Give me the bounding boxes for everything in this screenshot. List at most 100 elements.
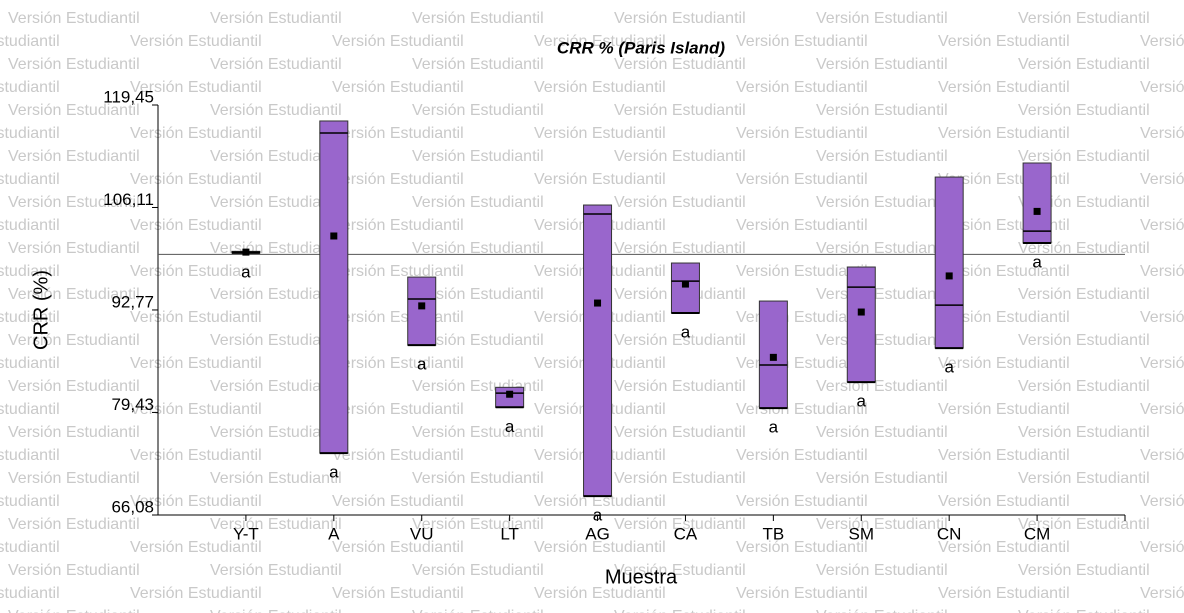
watermark-text: Versión Estudiantil — [8, 332, 140, 349]
watermark-text: Versión Estudiantil — [130, 401, 262, 418]
watermark-text: Versión Estudiantil — [8, 102, 140, 119]
watermark-text: Versión Estudiantil — [736, 585, 868, 602]
mean-dot — [242, 248, 250, 256]
watermark-text: Versión Estudiantil — [614, 608, 746, 613]
watermark-text: Versión Estudiantil — [0, 447, 60, 464]
watermark-text: Versión Estudiantil — [1140, 401, 1184, 418]
watermark-text: Versión Estudiantil — [130, 33, 262, 50]
group-label: a — [944, 358, 954, 377]
watermark-text: Versión Estudiantil — [8, 286, 140, 303]
watermark-text: Versión Estudiantil — [8, 240, 140, 257]
watermark-text: Versión Estudiantil — [210, 470, 342, 487]
group-label: a — [241, 262, 251, 281]
watermark-text: Versión Estudiantil — [332, 79, 464, 96]
watermark-text: Versión Estudiantil — [332, 493, 464, 510]
mean-dot — [418, 302, 426, 310]
watermark-text: Versión Estudiantil — [534, 171, 666, 188]
watermark-text: Versión Estudiantil — [332, 171, 464, 188]
watermark-text: Versión Estudiantil — [1140, 33, 1184, 50]
watermark-text: Versión Estudiantil — [130, 171, 262, 188]
range-box — [583, 204, 613, 497]
group-label: a — [769, 418, 779, 437]
mean-dot — [1033, 207, 1041, 215]
mean-dot — [594, 299, 602, 307]
watermark-text: Versión Estudiantil — [1140, 309, 1184, 326]
watermark-text: Versión Estudiantil — [210, 608, 342, 613]
y-axis-label: CRR (%) — [30, 270, 52, 350]
x-tick-label: Y-T — [233, 524, 259, 543]
watermark-text: Versión Estudiantil — [412, 516, 544, 533]
watermark-text: Versión Estudiantil — [816, 286, 948, 303]
watermark-text: Versión Estudiantil — [816, 56, 948, 73]
watermark-text: Versión Estudiantil — [614, 332, 746, 349]
group-label: a — [681, 323, 691, 342]
watermark-text: Versión Estudiantil — [210, 102, 342, 119]
watermark-text: Versión Estudiantil — [1018, 332, 1150, 349]
watermark-text: Versión Estudiantil — [0, 539, 60, 556]
watermark-text: Versión Estudiantil — [412, 608, 544, 613]
watermark-text: Versión Estudiantil — [412, 148, 544, 165]
watermark-text: Versión Estudiantil — [614, 378, 746, 395]
watermark-text: Versión Estudiantil — [938, 125, 1070, 142]
watermark-text: Versión Estudiantil — [332, 401, 464, 418]
watermark-text: Versión Estudiantil — [1018, 470, 1150, 487]
watermark-text: Versión Estudiantil — [0, 33, 60, 50]
watermark-text: Versión Estudiantil — [332, 217, 464, 234]
watermark-text: Versión Estudiantil — [412, 424, 544, 441]
watermark-text: Versión Estudiantil — [130, 447, 262, 464]
watermark-text: Versión Estudiantil — [614, 424, 746, 441]
watermark-text: Versión Estudiantil — [614, 102, 746, 119]
watermark-text: Versión Estudiantil — [332, 125, 464, 142]
range-box — [670, 262, 700, 314]
x-tick-label: TB — [762, 524, 784, 543]
watermark-text: Versión Estudiantil — [736, 493, 868, 510]
watermark-text: Versión Estudiantil — [614, 56, 746, 73]
watermark-text: Versión Estudiantil — [0, 79, 60, 96]
watermark-text: Versión Estudiantil — [332, 355, 464, 372]
watermark-text: Versión Estudiantil — [8, 516, 140, 533]
watermark-text: Versión Estudiantil — [816, 240, 948, 257]
watermark-text: Versión Estudiantil — [210, 516, 342, 533]
watermark-text: Versión Estudiantil — [736, 447, 868, 464]
watermark-text: Versión Estudiantil — [1018, 608, 1150, 613]
x-tick-label: A — [328, 524, 340, 543]
watermark-text: Versión Estudiantil — [8, 562, 140, 579]
watermark-text: Versión Estudiantil — [1018, 516, 1150, 533]
watermark-text: Versión Estudiantil — [1018, 56, 1150, 73]
watermark-text: Versión Estudiantil — [0, 355, 60, 372]
watermark-text: Versión Estudiantil — [130, 309, 262, 326]
watermark-text: Versión Estudiantil — [938, 309, 1070, 326]
watermark-text: Versión Estudiantil — [0, 171, 60, 188]
watermark-text: Versión Estudiantil — [938, 447, 1070, 464]
watermark-text: Versión Estudiantil — [736, 539, 868, 556]
watermark-text: Versión Estudiantil — [816, 562, 948, 579]
watermark-text: Versión Estudiantil — [130, 217, 262, 234]
watermark-text: Versión Estudiantil — [130, 493, 262, 510]
watermark-text: Versión Estudiantil — [0, 263, 60, 280]
watermark-text: Versión Estudiantil — [1018, 102, 1150, 119]
watermark-text: Versión Estudiantil — [938, 401, 1070, 418]
y-tick-label: 106,11 — [103, 190, 154, 209]
watermark-text: Versión Estudiantil — [130, 585, 262, 602]
watermark-text: Versión Estudiantil — [210, 56, 342, 73]
group-label: a — [329, 463, 339, 482]
group-label: a — [857, 392, 867, 411]
watermark-text: Versión Estudiantil — [0, 585, 60, 602]
watermark-text: Versión Estudiantil — [938, 263, 1070, 280]
group-label: a — [593, 506, 603, 525]
watermark-text: Versión Estudiantil — [130, 355, 262, 372]
watermark-text: Versión Estudiantil — [534, 33, 666, 50]
watermark-text: Versión Estudiantil — [816, 10, 948, 27]
watermark-text: Versión Estudiantil — [0, 125, 60, 142]
watermark-text: Versión Estudiantil — [8, 148, 140, 165]
watermark-text: Versión Estudiantil — [0, 309, 60, 326]
watermark-text: Versión Estudiantil — [1018, 378, 1150, 395]
x-tick-label: CN — [937, 524, 962, 543]
watermark-text: Versión Estudiantil — [1140, 125, 1184, 142]
watermark-text: Versión Estudiantil — [1018, 10, 1150, 27]
watermark-text: Versión Estudiantil — [614, 10, 746, 27]
watermark-text: Versión Estudiantil — [332, 447, 464, 464]
x-tick-label: CM — [1024, 524, 1050, 543]
watermark-text: Versión Estudiantil — [1140, 447, 1184, 464]
